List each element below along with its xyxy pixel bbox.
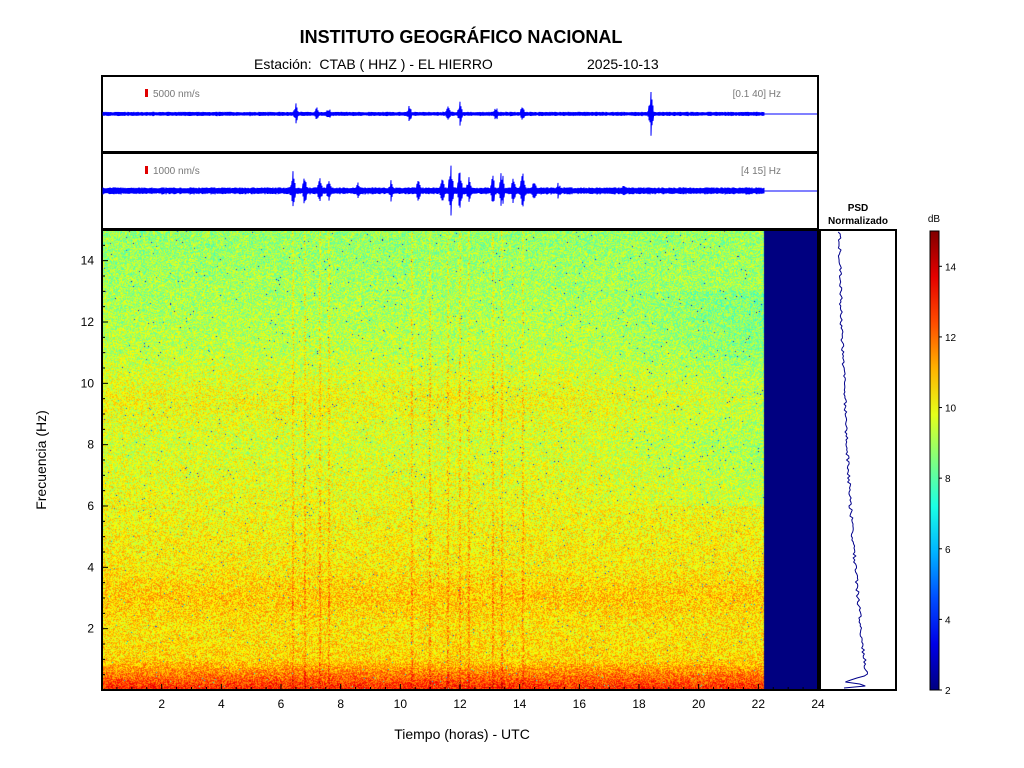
filtered-scale-label: 1000 nm/s [153, 166, 200, 177]
colorbar-tick-label-12: 12 [945, 333, 957, 344]
y-tick-label-12: 12 [81, 315, 95, 329]
broadband-scale-bar [145, 89, 148, 97]
x-tick-label-24: 24 [811, 697, 825, 711]
x-tick-label-18: 18 [632, 697, 646, 711]
y-axis-label: Frecuencia (Hz) [33, 410, 49, 510]
colorbar [929, 230, 940, 691]
colorbar-tick-label-8: 8 [945, 474, 951, 485]
psd-title: PSD [848, 203, 869, 214]
psd-subtitle: Normalizado [828, 216, 888, 227]
x-axis-label: Tiempo (horas) - UTC [394, 726, 530, 742]
spectrogram-heatmap [102, 230, 818, 690]
y-tick-label-4: 4 [87, 560, 94, 574]
psd-line [837, 231, 868, 689]
x-tick-label-4: 4 [218, 697, 225, 711]
filtered-waveform [102, 165, 765, 216]
colorbar-tick-label-2: 2 [945, 686, 951, 697]
psd-frame [819, 229, 897, 691]
y-tick-label-10: 10 [81, 376, 95, 390]
filtered-filter-label: [4 15] Hz [741, 166, 781, 177]
x-tick-label-6: 6 [278, 697, 285, 711]
y-tick-label-14: 14 [81, 254, 95, 268]
filtered-scale-bar [145, 166, 148, 174]
colorbar-tick-label-6: 6 [945, 545, 951, 556]
colorbar-label: dB [928, 214, 941, 225]
x-tick-label-14: 14 [513, 697, 527, 711]
date-label: 2025-10-13 [587, 56, 659, 72]
chart-title: INSTITUTO GEOGRÁFICO NACIONAL [299, 27, 623, 47]
broadband-waveform [102, 91, 765, 136]
y-tick-label-8: 8 [87, 438, 94, 452]
colorbar-tick-label-14: 14 [945, 262, 957, 273]
x-tick-label-2: 2 [158, 697, 165, 711]
x-tick-label-8: 8 [337, 697, 344, 711]
x-tick-label-10: 10 [394, 697, 408, 711]
y-tick-label-6: 6 [87, 499, 94, 513]
broadband-filter-label: [0.1 40] Hz [733, 89, 781, 100]
broadband-scale-label: 5000 nm/s [153, 89, 200, 100]
x-tick-label-22: 22 [752, 697, 766, 711]
x-tick-label-16: 16 [573, 697, 587, 711]
colorbar-tick-label-10: 10 [945, 404, 957, 415]
colorbar-tick-label-4: 4 [945, 615, 951, 626]
station-label: Estación: CTAB ( HHZ ) - EL HIERRO [254, 56, 493, 72]
y-tick-label-2: 2 [87, 622, 94, 636]
x-tick-label-12: 12 [453, 697, 467, 711]
x-tick-label-20: 20 [692, 697, 706, 711]
